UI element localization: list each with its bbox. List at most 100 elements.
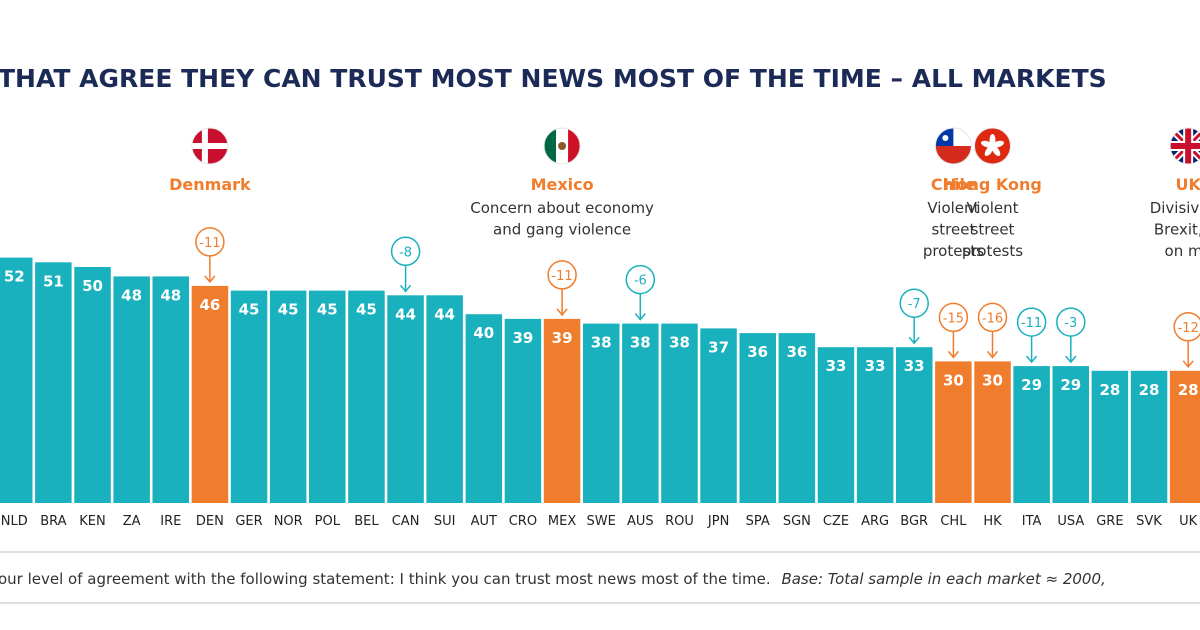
change-label-chl: -15 [943,311,964,326]
bar-value-svk: 28 [1139,381,1160,399]
annotation-note-hk-2: street [971,221,1015,239]
bar-value-jpn: 37 [708,338,729,356]
bar-value-cro: 39 [512,329,533,347]
bar-value-usa: 29 [1060,376,1081,394]
x-tick-label-ken: KEN [79,514,105,529]
annotation-name-hk: Hong Kong [943,175,1042,194]
chart-title: THAT AGREE THEY CAN TRUST MOST NEWS MOST… [0,64,1107,93]
change-arrow-uk [1182,360,1194,368]
bar-value-ger: 45 [239,301,260,319]
bar-ger [230,290,268,503]
bar-bra [35,262,72,503]
annotation-hk: Hong Kong Violent street protests [943,127,1042,260]
bar-value-bra: 51 [43,272,64,290]
bar-cro [504,318,542,503]
annotation-note-mex-1: Concern about economy [470,199,654,217]
change-marker-can: -8 [390,236,421,293]
bar-uk [1169,370,1200,503]
x-tick-label-pol: POL [315,514,341,529]
bar-swe [583,323,620,503]
x-tick-label-sui: SUI [434,514,456,529]
change-label-den: -11 [199,236,220,251]
x-tick-label-usa: USA [1057,514,1084,529]
bar-value-arg: 33 [865,357,886,375]
bar-aus [622,323,659,503]
change-arrow-chl [947,350,959,359]
bar-value-spa: 36 [747,343,768,361]
change-arrow-aus [634,313,646,321]
bar-value-bgr: 33 [904,357,925,375]
bar-value-cze: 33 [826,357,847,375]
annotation-note-hk-1: Violent [966,199,1018,217]
change-marker-chl: -15 [938,302,969,359]
x-tick-label-hk: HK [983,514,1002,529]
bar-value-bel: 45 [356,301,377,319]
annotation-uk: UK Divisive el Brexit, at on me [1150,127,1200,260]
bar-chl [935,361,972,503]
x-tick-label-za: ZA [123,514,141,529]
bar-pol [309,290,346,503]
bar-ire [152,276,189,503]
x-tick-label-mex: MEX [548,514,576,529]
bar-ita [1013,366,1050,503]
bar-jpn [700,328,737,503]
annotation-note-uk-2: Brexit, at [1154,221,1200,239]
bars-group: 52 51 50 48 48 46 45 45 45 45 44 44 40 39 39 38 38 38 37 36… [0,257,1200,503]
x-tick-label-aus: AUS [627,514,654,529]
bar-value-hk: 30 [982,371,1003,389]
bar-ken [74,267,111,503]
bar-value-mex: 39 [552,329,573,347]
change-arrow-hk [986,350,999,359]
change-label-ita: -11 [1021,316,1042,331]
change-marker-uk: -12 [1173,312,1200,368]
x-tick-label-bel: BEL [354,514,379,529]
change-arrow-den [204,275,216,284]
mexico-flag-icon [543,127,581,165]
bar-rou [661,323,698,503]
x-tick-label-aut: AUT [471,514,497,529]
bar-za [113,276,150,503]
x-tick-label-bgr: BGR [900,514,928,529]
change-label-uk: -12 [1178,321,1199,336]
x-tick-label-nld: NLD [1,514,28,529]
bar-arg [856,347,894,503]
x-tick-label-ire: IRE [160,514,181,529]
change-label-can: -8 [399,245,412,260]
bar-nld [0,257,33,503]
bar-value-ken: 50 [82,277,103,295]
bar-value-nor: 45 [278,301,299,319]
change-arrow-can [400,284,412,293]
bar-hk [974,361,1011,503]
bar-value-uk: 28 [1178,381,1199,399]
x-tick-label-sgn: SGN [783,514,811,529]
x-tick-label-gre: GRE [1096,514,1123,529]
footnote: our level of agreement with the followin… [0,570,1106,588]
bar-mex [543,318,581,503]
bar-value-sgn: 36 [786,343,807,361]
annotation-note-chl-2: street [931,221,975,239]
bar-value-can: 44 [395,305,416,323]
x-tick-label-arg: ARG [861,514,889,529]
bar-can [387,295,424,503]
bar-spa [739,333,776,503]
change-label-mex: -11 [551,269,572,284]
x-tick-label-bra: BRA [40,514,66,529]
footnote-base: Base: Total sample in each market ≈ 2000… [781,570,1105,588]
annotation-note-uk-3: on me [1165,242,1200,260]
annotation-name-den: Denmark [169,175,251,194]
bar-value-za: 48 [121,286,142,304]
annotation-note-hk-3: protests [962,242,1023,260]
x-tick-label-spa: SPA [746,514,770,529]
bar-value-gre: 28 [1099,381,1120,399]
annotation-name-uk: UK [1176,175,1200,194]
change-arrow-mex [556,308,568,317]
change-label-aus: -6 [634,274,647,289]
bar-bgr [896,347,933,503]
footnote-text: our level of agreement with the followin… [0,570,771,588]
annotation-note-mex-2: and gang violence [493,221,631,239]
x-tick-label-den: DEN [196,514,224,529]
x-tick-label-jpn: JPN [707,514,729,529]
bar-value-den: 46 [199,296,220,314]
change-marker-den: -11 [195,227,225,284]
